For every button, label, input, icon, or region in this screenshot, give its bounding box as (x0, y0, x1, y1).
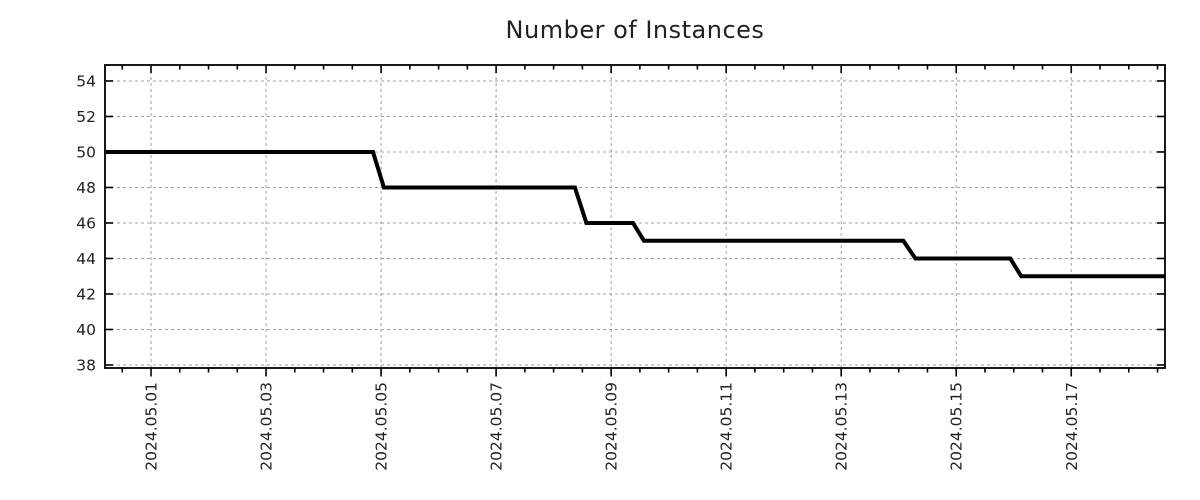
x-tick-label: 2024.05.17 (1063, 382, 1081, 471)
x-tick-label: 2024.05.05 (373, 382, 391, 471)
x-tick-label: 2024.05.07 (488, 382, 506, 471)
y-tick-label: 54 (76, 72, 96, 90)
y-tick-label: 44 (76, 250, 96, 268)
tick-labels: 38 40 42 44 46 48 50 52 54 2024.05.01 2024.05.03 20… (76, 72, 1080, 470)
y-tick-label: 46 (76, 214, 96, 232)
axis-ticks (105, 65, 1165, 377)
x-tick-label: 2024.05.09 (603, 382, 621, 471)
y-tick-label: 38 (76, 356, 96, 374)
plot-border (104, 64, 1166, 369)
x-tick-label: 2024.05.13 (833, 382, 851, 471)
chart-title: Number of Instances (505, 16, 765, 44)
y-tick-label: 40 (76, 321, 96, 339)
series-line (105, 150, 1165, 279)
x-tick-label: 2024.05.01 (143, 382, 161, 471)
grid-lines (105, 65, 1165, 368)
y-tick-label: 42 (76, 285, 96, 303)
y-tick-label: 48 (76, 179, 96, 197)
y-tick-label: 52 (76, 108, 96, 126)
x-tick-label: 2024.05.03 (258, 382, 276, 471)
y-tick-label: 50 (76, 143, 96, 161)
x-tick-label: 2024.05.11 (718, 382, 736, 471)
x-tick-label: 2024.05.15 (948, 382, 966, 471)
